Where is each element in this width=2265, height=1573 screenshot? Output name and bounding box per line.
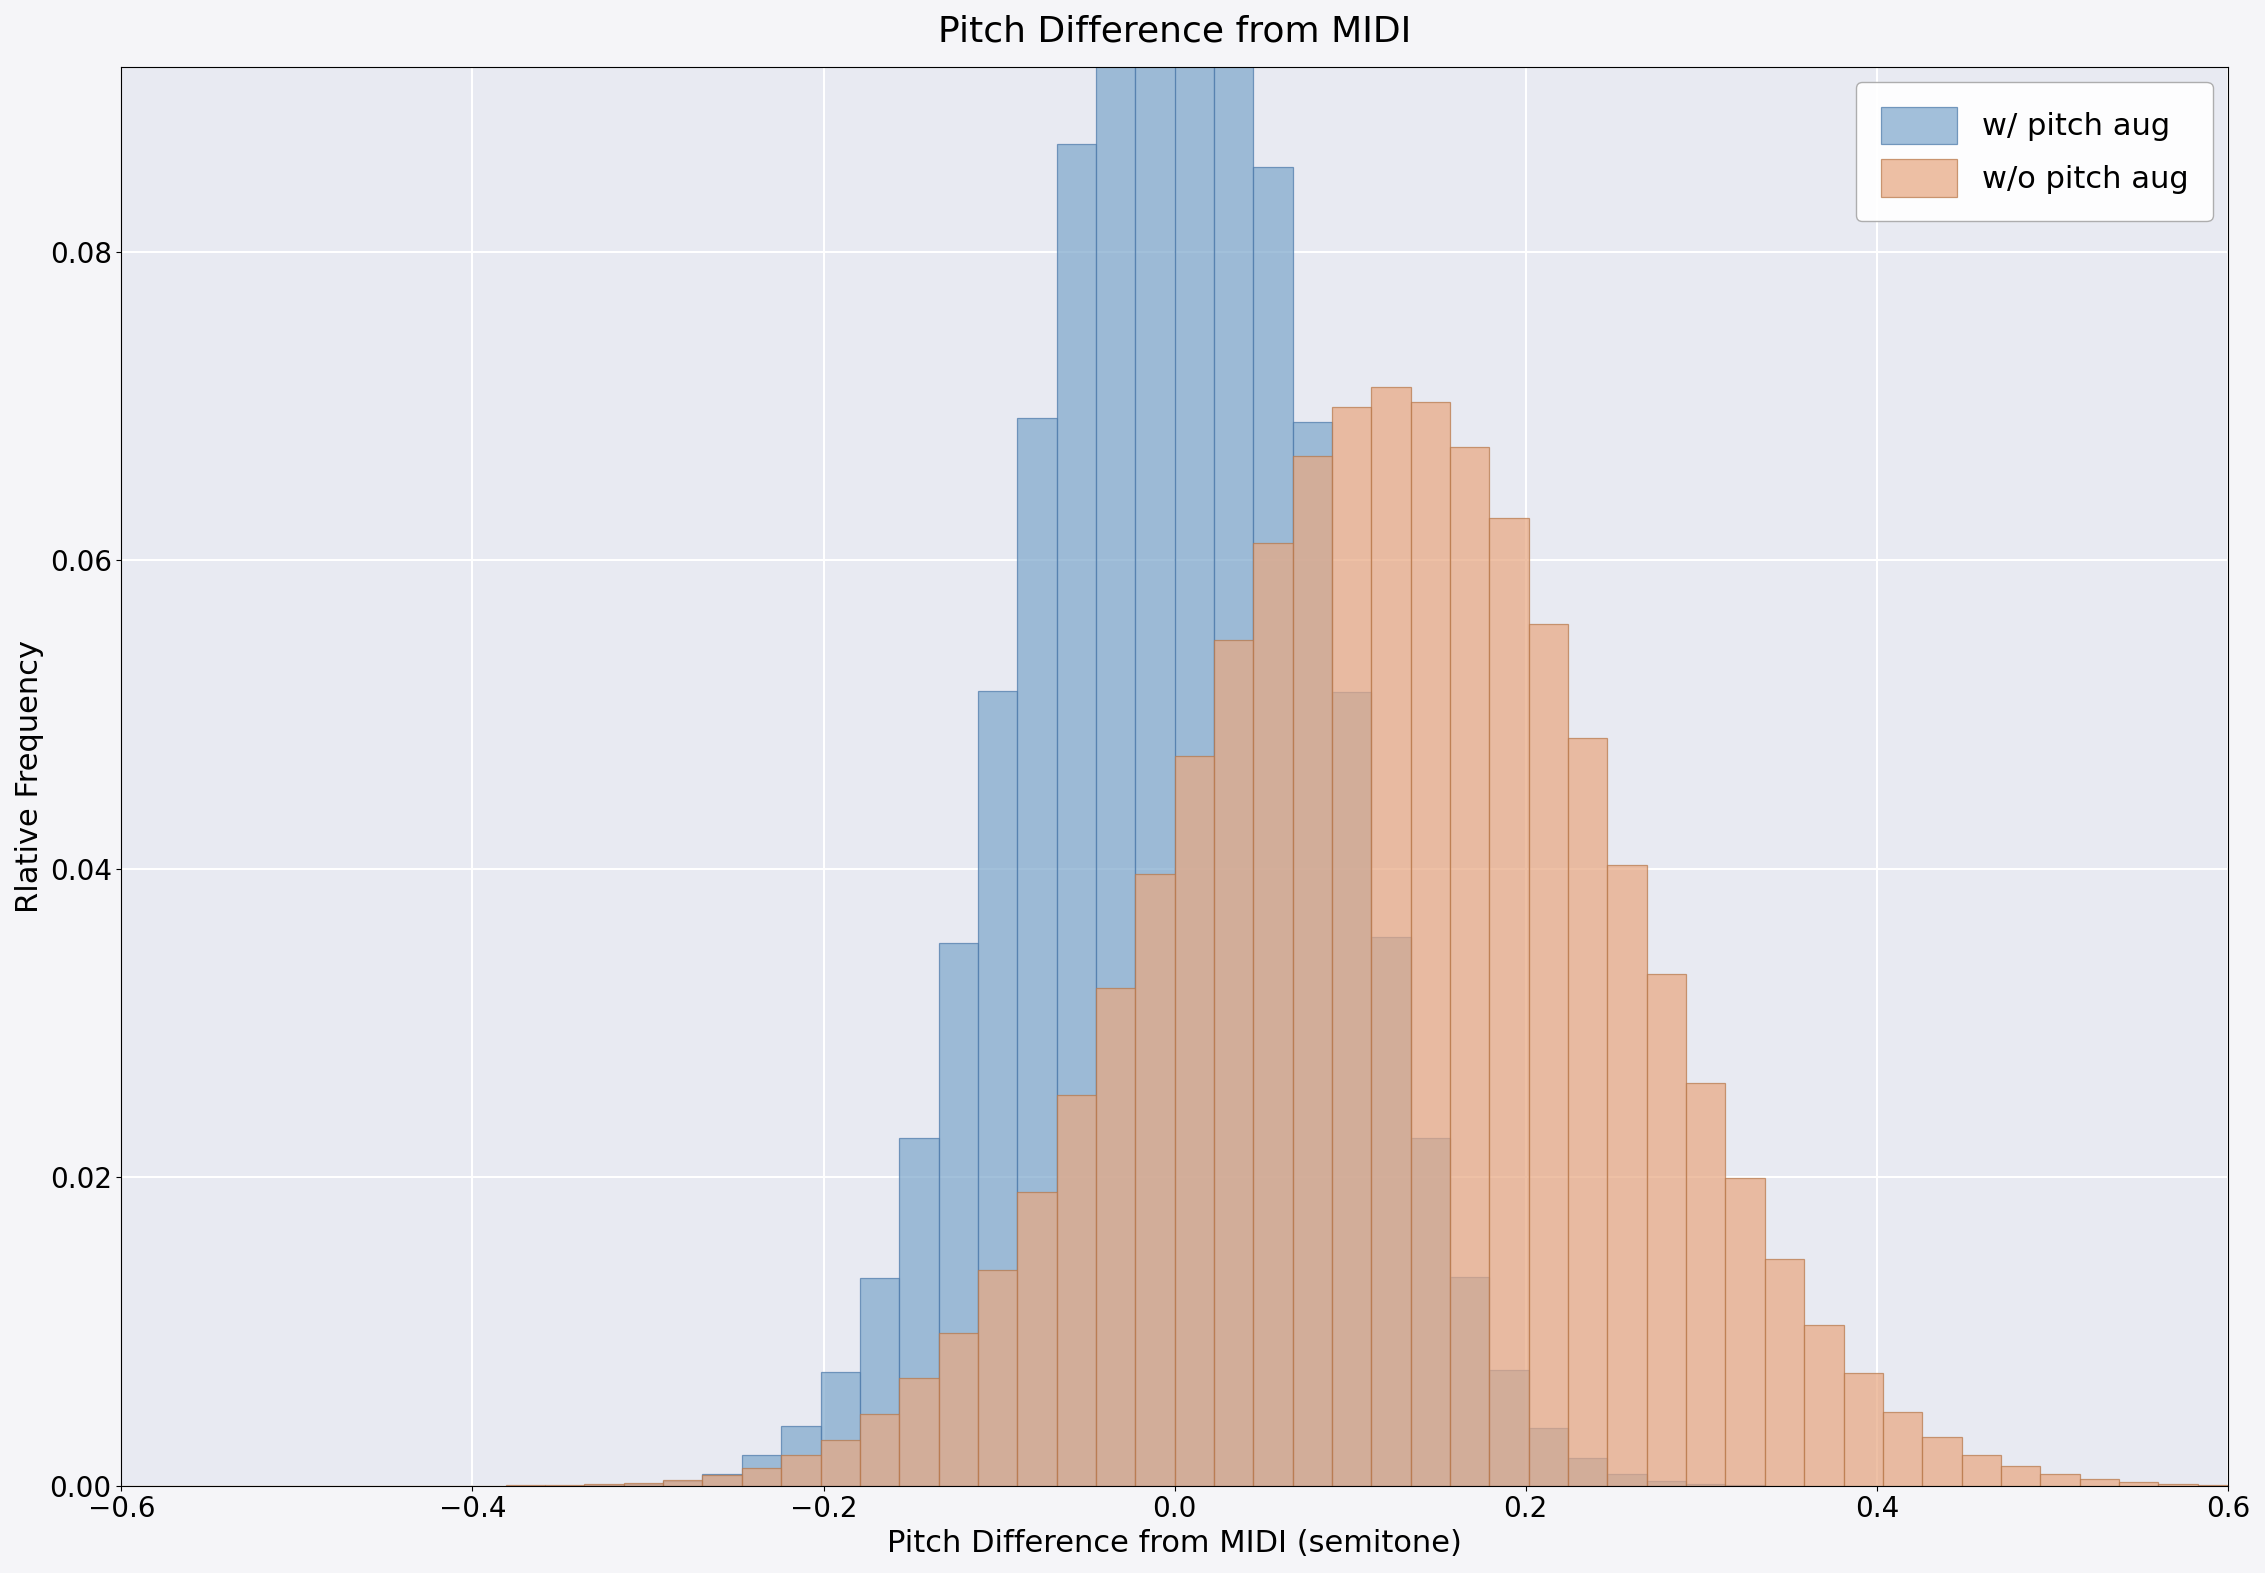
Bar — [1764, 1260, 1805, 1486]
Bar — [820, 1372, 861, 1486]
Bar — [2041, 1474, 2079, 1486]
Bar — [1176, 0, 1214, 1486]
Bar — [702, 1474, 743, 1486]
Bar — [664, 1480, 702, 1486]
Bar — [743, 1455, 781, 1486]
Bar — [702, 1475, 743, 1486]
Bar — [2159, 1483, 2197, 1486]
Bar — [2000, 1466, 2041, 1486]
Bar — [1608, 865, 1647, 1486]
Bar — [1214, 640, 1253, 1486]
X-axis label: Pitch Difference from MIDI (semitone): Pitch Difference from MIDI (semitone) — [888, 1529, 1463, 1557]
Legend: w/ pitch aug, w/o pitch aug: w/ pitch aug, w/o pitch aug — [1857, 82, 2213, 220]
Bar — [1608, 1474, 1647, 1486]
Bar — [781, 1427, 820, 1486]
Bar — [664, 1480, 702, 1486]
Bar — [899, 1378, 938, 1486]
Bar — [1214, 0, 1253, 1486]
Bar — [1490, 1370, 1529, 1486]
Bar — [1293, 423, 1332, 1486]
Bar — [1017, 1192, 1055, 1486]
Bar — [861, 1277, 899, 1486]
Bar — [1411, 1139, 1450, 1486]
Bar — [1805, 1326, 1844, 1486]
Bar — [623, 1483, 664, 1486]
Bar — [743, 1468, 781, 1486]
Bar — [978, 1271, 1017, 1486]
Bar — [1961, 1455, 2000, 1486]
Bar — [1135, 875, 1176, 1486]
Bar — [1411, 401, 1450, 1486]
Bar — [1332, 692, 1370, 1486]
Bar — [1567, 1458, 1608, 1486]
Bar — [1490, 519, 1529, 1486]
Bar — [1923, 1438, 1961, 1486]
Bar — [623, 1483, 664, 1486]
Bar — [938, 944, 978, 1486]
Title: Pitch Difference from MIDI: Pitch Difference from MIDI — [938, 16, 1411, 49]
Bar — [1370, 938, 1411, 1486]
Bar — [1253, 167, 1293, 1486]
Bar — [1253, 543, 1293, 1486]
Y-axis label: Rlative Frequency: Rlative Frequency — [16, 640, 43, 912]
Bar — [1726, 1178, 1764, 1486]
Bar — [1647, 974, 1685, 1486]
Bar — [1450, 1277, 1490, 1486]
Bar — [1055, 145, 1096, 1486]
Bar — [1882, 1413, 1923, 1486]
Bar — [2079, 1479, 2120, 1486]
Bar — [1017, 417, 1055, 1486]
Bar — [1450, 447, 1490, 1486]
Bar — [1176, 755, 1214, 1486]
Bar — [781, 1455, 820, 1486]
Bar — [1370, 387, 1411, 1486]
Bar — [1332, 407, 1370, 1486]
Bar — [1529, 1428, 1567, 1486]
Bar — [1293, 456, 1332, 1486]
Bar — [1135, 0, 1176, 1486]
Bar — [1529, 624, 1567, 1486]
Bar — [978, 691, 1017, 1486]
Bar — [1096, 988, 1135, 1486]
Bar — [1685, 1084, 1726, 1486]
Bar — [1844, 1373, 1882, 1486]
Bar — [820, 1439, 861, 1486]
Bar — [2120, 1482, 2159, 1486]
Bar — [899, 1139, 938, 1486]
Bar — [1055, 1095, 1096, 1486]
Bar — [1647, 1480, 1685, 1486]
Bar — [1096, 0, 1135, 1486]
Bar — [1685, 1483, 1726, 1486]
Bar — [861, 1414, 899, 1486]
Bar — [1567, 738, 1608, 1486]
Bar — [938, 1334, 978, 1486]
